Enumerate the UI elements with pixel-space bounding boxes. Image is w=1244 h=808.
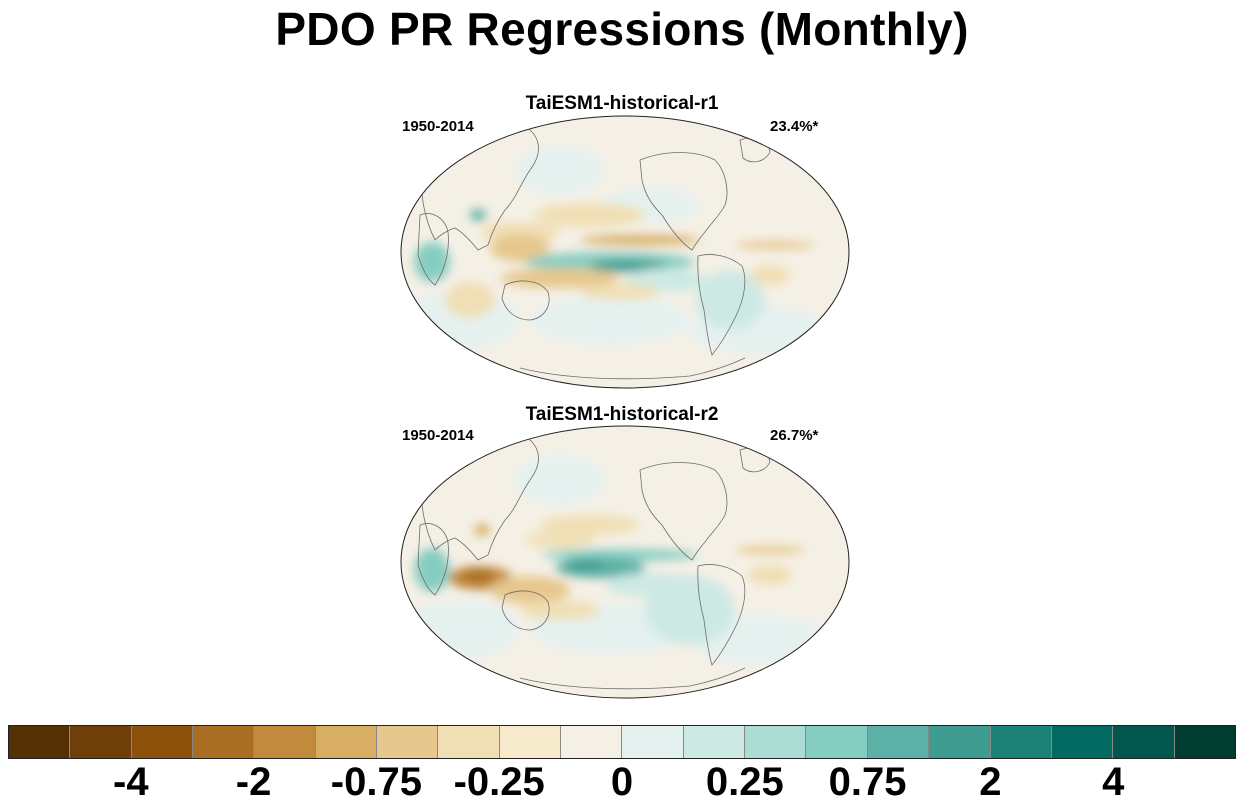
colorbar-swatch: [377, 726, 439, 758]
colorbar-swatch: [622, 726, 684, 758]
colorbar-swatch: [438, 726, 500, 758]
colorbar-swatch: [254, 726, 316, 758]
colorbar-tick-label: -0.75: [330, 760, 422, 804]
colorbar-swatch: [745, 726, 807, 758]
colorbar: [8, 725, 1236, 759]
colorbar-tick-label: 0.75: [828, 760, 907, 804]
colorbar-swatch: [1113, 726, 1175, 758]
colorbar-swatch: [867, 726, 930, 758]
colorbar-swatch: [806, 726, 868, 758]
panel-2-variance: 26.7%*: [770, 427, 819, 444]
map-1-field: [401, 116, 849, 388]
colorbar-swatch: [131, 726, 194, 758]
colorbar-tick-label: -4: [113, 760, 149, 804]
colorbar-swatch: [193, 726, 255, 758]
map-1: [400, 115, 850, 389]
figure-title: PDO PR Regressions (Monthly): [275, 3, 969, 55]
panel-1-period: 1950-2014: [402, 118, 474, 135]
colorbar-swatch: [561, 726, 623, 758]
colorbar-swatch: [990, 726, 1052, 758]
panel-1-title: TaiESM1-historical-r1: [525, 93, 719, 114]
colorbar-tick-label: 0: [610, 760, 634, 804]
colorbar-swatch: [9, 726, 71, 758]
colorbar-tick-label: 4: [1102, 760, 1125, 804]
colorbar-tick-label: 2: [979, 760, 1002, 804]
colorbar-swatch: [1174, 726, 1235, 758]
colorbar-tick-label: 0.25: [705, 760, 784, 804]
colorbar-swatch: [315, 726, 378, 758]
colorbar-swatch: [1051, 726, 1114, 758]
panel-2-period: 1950-2014: [402, 427, 474, 444]
map-2: [400, 425, 850, 699]
colorbar-tick-label: -2: [235, 760, 272, 804]
colorbar-tick-label: -0.25: [453, 760, 545, 804]
map-figure: [400, 115, 850, 699]
colorbar-swatch: [683, 726, 746, 758]
colorbar-swatch: [929, 726, 991, 758]
panel-1-variance: 23.4%*: [770, 118, 819, 135]
colorbar-swatch: [70, 726, 132, 758]
colorbar-swatch: [499, 726, 562, 758]
panel-2-title: TaiESM1-historical-r2: [525, 404, 719, 425]
map-2-field: [401, 426, 849, 698]
